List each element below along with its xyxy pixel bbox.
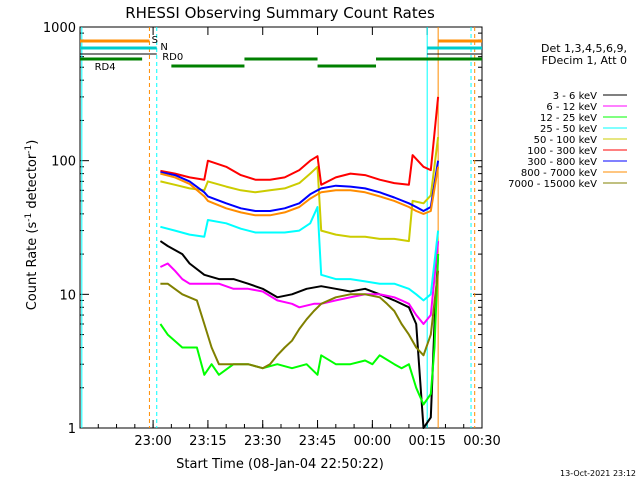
x-tick-label: 23:30	[244, 434, 281, 449]
legend-label: 800 - 7000 keV	[521, 168, 597, 179]
series-line	[160, 96, 440, 186]
plot-frame	[79, 26, 483, 429]
legend-label: 25 - 50 keV	[540, 124, 597, 135]
status-bar-label: RD0	[162, 52, 183, 63]
y-label-mid: detector	[25, 153, 40, 213]
y-tick-label: 100	[51, 155, 76, 170]
x-tick-label: 23:45	[299, 434, 336, 449]
y-label-main: Count Rate (s	[25, 222, 40, 311]
legend-label: 7000 - 15000 keV	[508, 179, 597, 190]
x-tick-label: 00:15	[408, 434, 445, 449]
chart-title: RHESSI Observing Summary Count Rates	[125, 4, 435, 22]
y-label-sup2: -1	[24, 145, 34, 154]
x-axis-label: Start Time (08-Jan-04 22:50:22)	[176, 457, 384, 472]
legend-header-line: Det 1,3,4,5,6,9,	[541, 42, 627, 55]
legend-label: 50 - 100 keV	[534, 135, 598, 146]
y-axis-label: Count Rate (s-1 detector-1)	[24, 140, 40, 311]
series-line	[160, 206, 440, 302]
y-label-end: )	[25, 140, 40, 145]
x-tick-label: 23:15	[189, 434, 226, 449]
legend-label: 3 - 6 keV	[553, 91, 597, 102]
series-line	[160, 166, 440, 217]
series-line	[159, 254, 440, 406]
status-bar-label: RD4	[95, 62, 116, 73]
series-line	[160, 136, 440, 243]
plot-area: 1 10 100 1000 23:00 23:15 23:30 23:45 00:00 00:15…	[43, 21, 501, 449]
legend-label: 100 - 300 keV	[527, 146, 597, 157]
legend-label: 300 - 800 keV	[527, 157, 597, 168]
legend-label: 12 - 25 keV	[540, 113, 597, 124]
x-tick-label: 00:30	[463, 434, 500, 449]
timestamp: 13-Oct-2021 23:12	[560, 469, 636, 478]
series-line	[160, 160, 440, 212]
y-tick-label: 1	[68, 422, 76, 437]
series-line	[159, 240, 440, 429]
legend-header-line: FDecim 1, Att 0	[542, 54, 627, 67]
y-tick-label: 1000	[43, 21, 76, 36]
x-tick-label: 00:00	[354, 434, 391, 449]
legend-label: 6 - 12 keV	[546, 102, 597, 113]
y-tick-label: 10	[59, 288, 76, 303]
status-bar-label: S	[152, 35, 158, 46]
status-bar-label: N	[160, 42, 167, 53]
x-tick-label: 23:00	[134, 434, 171, 449]
series-line	[159, 241, 440, 325]
y-label-sup1: -1	[24, 213, 34, 222]
series-line	[160, 270, 440, 370]
